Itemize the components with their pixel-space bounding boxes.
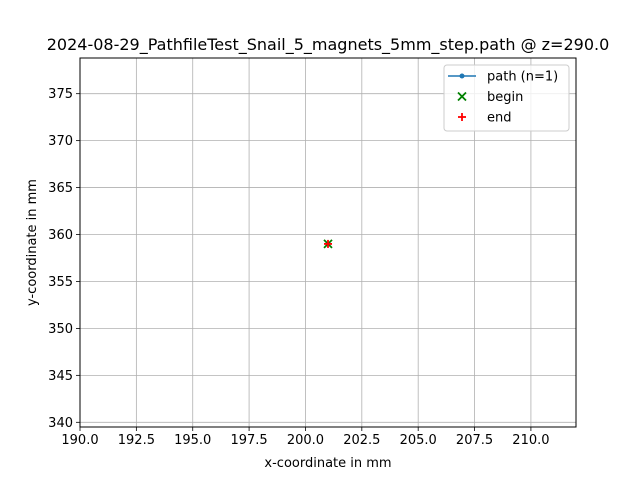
x-tick-label: 197.5 <box>230 433 267 448</box>
x-tick-label: 207.5 <box>456 433 493 448</box>
x-tick-label: 190.0 <box>61 433 98 448</box>
x-tick-label: 195.0 <box>174 433 211 448</box>
x-axis-label: x-coordinate in mm <box>264 456 391 471</box>
legend-label: path (n=1) <box>487 70 558 85</box>
y-tick-label: 375 <box>48 87 73 102</box>
axis-ticks: 190.0 192.5 195.0 197.5 200.0 202.5 205.0 207.5… <box>48 87 549 448</box>
legend-swatch-2 <box>458 113 466 121</box>
y-tick-label: 360 <box>48 228 73 243</box>
legend-box <box>443 64 570 132</box>
legend-label: end <box>487 111 512 126</box>
y-tick-label: 340 <box>48 416 73 431</box>
plot-area <box>79 57 577 428</box>
x-tick-label: 192.5 <box>118 433 155 448</box>
x-tick-label: 205.0 <box>400 433 437 448</box>
y-tick-label: 350 <box>48 322 73 337</box>
y-tick-label: 345 <box>48 369 73 384</box>
legend-swatch-0 <box>459 73 465 79</box>
legend-swatch-1 <box>457 91 467 102</box>
x-tick-label: 202.5 <box>343 433 380 448</box>
x-tick-label: 210.0 <box>512 433 549 448</box>
legend-label: begin <box>487 90 523 105</box>
y-axis-label: y-coordinate in mm <box>25 179 40 306</box>
y-tick-label: 365 <box>48 181 73 196</box>
legend: path (n=1) begin end <box>443 64 570 132</box>
y-tick-label: 355 <box>48 275 73 290</box>
y-tick-label: 370 <box>48 134 73 149</box>
data-marks <box>323 239 333 249</box>
chart-title: 2024-08-29_PathfileTest_Snail_5_magnets_… <box>47 35 610 55</box>
series-2-point <box>324 239 332 248</box>
x-tick-label: 200.0 <box>287 433 324 448</box>
